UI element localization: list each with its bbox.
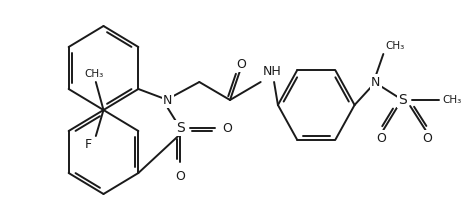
Text: O: O: [422, 131, 432, 144]
Text: O: O: [222, 122, 232, 134]
Text: O: O: [377, 131, 386, 144]
Text: S: S: [176, 121, 184, 135]
Text: CH₃: CH₃: [443, 95, 462, 105]
Text: O: O: [237, 58, 246, 71]
Text: O: O: [175, 170, 185, 183]
Text: S: S: [398, 93, 407, 107]
Text: N: N: [371, 76, 380, 88]
Text: F: F: [85, 138, 92, 151]
Text: CH₃: CH₃: [385, 41, 405, 51]
Text: NH: NH: [262, 65, 281, 78]
Text: N: N: [163, 93, 172, 106]
Text: CH₃: CH₃: [84, 69, 103, 79]
